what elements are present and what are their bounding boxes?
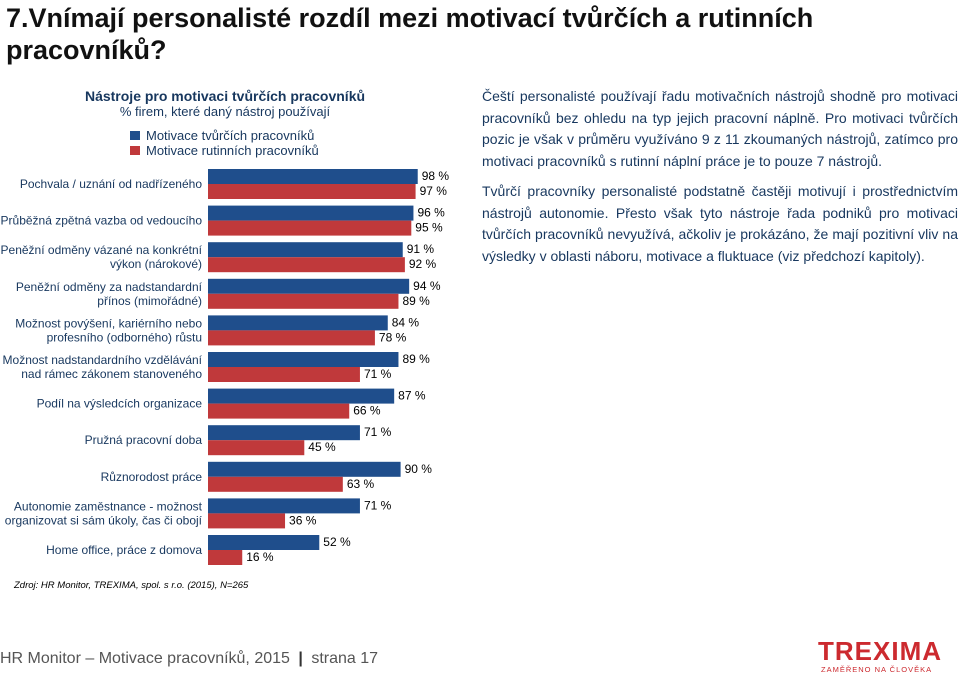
slide-title: 7.Vnímají personalisté rozdíl mezi motiv… (6, 3, 814, 65)
value-label-creative: 84 % (392, 315, 420, 329)
category-label-line: profesního (odborného) růstu (47, 330, 202, 344)
footer-page-number: strana 17 (311, 650, 379, 667)
commentary-paragraph-1: Čeští personalisté používají řadu motiva… (482, 88, 958, 169)
legend-swatch-creative (130, 131, 140, 140)
category-label-line: Home office, práce z domova (46, 543, 202, 557)
bar-creative (208, 169, 418, 184)
category-label: Podíl na výsledcích organizace (37, 397, 203, 411)
value-label-creative: 98 % (422, 169, 450, 183)
legend-swatch-routine (130, 146, 140, 155)
value-label-creative: 71 % (364, 425, 392, 439)
bar-creative (208, 278, 410, 294)
category-label-line: Peněžní odměny vázané na konkrétní (1, 243, 203, 257)
value-label-creative: 91 % (407, 242, 435, 256)
logo-wordmark: TREXIMA (818, 636, 942, 666)
footer-separator: | (298, 650, 303, 667)
footer: HR Monitor – Motivace pracovníků, 2015 |… (0, 650, 378, 668)
value-label-creative: 52 % (323, 535, 351, 549)
value-label-routine: 36 % (289, 513, 317, 527)
category-label-line: přínos (mimořádné) (97, 294, 202, 308)
chart-source: Zdroj: HR Monitor, TREXIMA, spol. s r.o.… (14, 580, 249, 591)
value-label-routine: 78 % (379, 330, 407, 344)
value-label-routine: 97 % (420, 184, 448, 198)
legend-label-creative: Motivace tvůrčích pracovníků (146, 128, 315, 143)
commentary-paragraph-2: Tvůrčí pracovníky personalisté podstatně… (482, 183, 958, 264)
category-label: Peněžní odměny vázané na konkrétní výkon … (1, 243, 203, 271)
legend-item-creative: Motivace tvůrčích pracovníků (130, 128, 319, 143)
chart-title: Nástroje pro motivaci tvůrčích pracovník… (84, 88, 366, 104)
category-label-line: nad rámec zákonem stanoveného (21, 367, 202, 381)
category-label: Možnost povýšení, kariérního nebo profesn… (15, 316, 202, 344)
legend-item-routine: Motivace rutinních pracovníků (130, 143, 319, 158)
category-label-line: výkon (nárokové) (110, 257, 202, 271)
bar-creative (208, 461, 401, 477)
value-label-creative: 89 % (402, 352, 430, 366)
bar-chart: Pochvala / uznání od nadřízeného 98 %97 %… (1, 169, 450, 565)
value-label-routine: 63 % (347, 477, 375, 491)
bar-routine (208, 367, 360, 382)
category-label-line: Průběžná zpětná vazba od vedoucího (1, 214, 203, 228)
category-label-line: Možnost nadstandardního vzdělávání (3, 353, 203, 367)
category-label: Autonomie zaměstnance - možnost organizov… (5, 499, 203, 527)
bar-routine (208, 220, 412, 236)
bar-creative (208, 498, 360, 514)
bar-routine (208, 293, 399, 309)
value-label-creative: 94 % (413, 279, 441, 293)
bar-creative (208, 352, 399, 367)
category-label: Možnost nadstandardního vzdělávání nad rá… (3, 353, 203, 381)
category-label: Průběžná zpětná vazba od vedoucího (1, 214, 203, 228)
category-label-line: Různorodost práce (101, 470, 203, 484)
value-label-routine: 95 % (415, 221, 443, 235)
value-label-routine: 66 % (353, 404, 381, 418)
bar-creative (208, 535, 320, 550)
chart-subtitle: % firem, které daný nástroj používají (119, 104, 331, 119)
category-label-line: Pochvala / uznání od nadřízeného (20, 177, 202, 191)
value-label-creative: 87 % (398, 389, 426, 403)
category-label: Různorodost práce (101, 470, 203, 484)
value-label-creative: 90 % (405, 462, 433, 476)
category-label-line: Peněžní odměny za nadstandardní (16, 280, 203, 294)
legend-label-routine: Motivace rutinních pracovníků (146, 143, 319, 158)
value-label-routine: 45 % (308, 440, 336, 454)
bar-routine (208, 513, 286, 529)
logo-tagline: ZAMĚŘENO NA ČLOVĚKA (821, 665, 933, 674)
bar-creative (208, 242, 403, 258)
bar-creative (208, 315, 388, 331)
bar-routine (208, 440, 305, 456)
value-label-creative: 96 % (417, 206, 445, 220)
bar-routine (208, 550, 243, 565)
category-label-line: organizovat si sám úkoly, čas či obojí (5, 513, 203, 527)
commentary-text: Čeští personalisté používají řadu motiva… (482, 86, 958, 276)
category-label: Pružná pracovní doba (85, 433, 203, 447)
value-label-routine: 16 % (246, 550, 274, 564)
bar-routine (208, 403, 350, 419)
value-label-creative: 71 % (364, 498, 392, 512)
category-label-line: Možnost povýšení, kariérního nebo (15, 316, 202, 330)
value-label-routine: 92 % (409, 257, 437, 271)
category-label-line: Autonomie zaměstnance - možnost (14, 499, 203, 513)
trexima-logo: TREXIMA ZAMĚŘENO NA ČLOVĚKA (818, 637, 960, 675)
category-label-line: Pružná pracovní doba (85, 433, 203, 447)
category-label: Home office, práce z domova (46, 543, 202, 557)
category-label: Peněžní odměny za nadstandardní přínos (m… (16, 280, 203, 308)
value-label-routine: 89 % (402, 294, 430, 308)
bar-routine (208, 476, 343, 492)
bar-routine (208, 257, 405, 273)
bar-routine (208, 184, 416, 199)
bar-creative (208, 425, 360, 441)
bar-creative (208, 388, 395, 404)
value-label-routine: 71 % (364, 367, 392, 381)
category-label-line: Podíl na výsledcích organizace (37, 397, 203, 411)
category-label: Pochvala / uznání od nadřízeného (20, 177, 202, 191)
chart-legend: Motivace tvůrčích pracovníků Motivace ru… (130, 128, 319, 158)
bar-creative (208, 205, 414, 221)
footer-title: HR Monitor – Motivace pracovníků, 2015 (0, 650, 290, 667)
bar-routine (208, 330, 375, 346)
